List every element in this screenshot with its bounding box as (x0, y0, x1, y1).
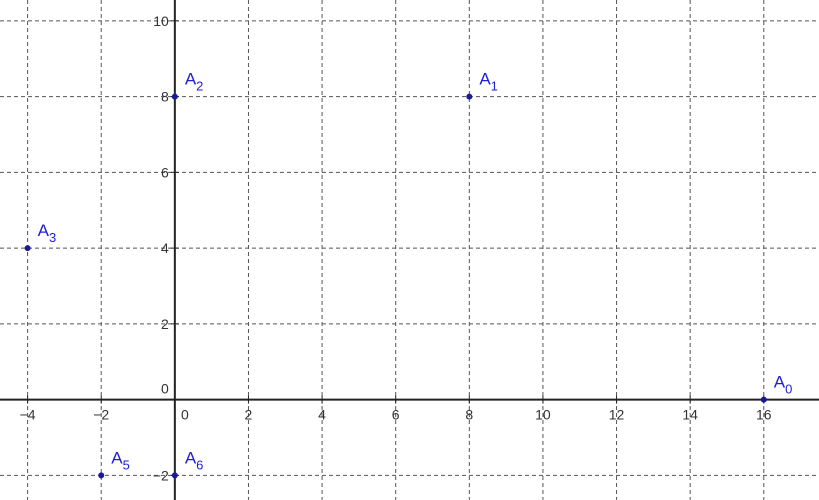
y-tick-label: 8 (161, 89, 169, 105)
x-tick-label: 2 (245, 407, 253, 423)
point-label: A2 (185, 70, 204, 94)
points: A0 A1 A2 A3 A5 A6 (24, 70, 793, 479)
tick-labels: −4 −2 0 2 4 6 8 10 12 14 16 −2 0 2 4 6 8 10 (20, 13, 772, 484)
y-tick-label: 10 (153, 13, 169, 29)
point-marker (24, 245, 31, 252)
x-tick-label: 4 (318, 407, 326, 423)
point-label: A0 (774, 373, 793, 397)
x-tick-label: 10 (535, 407, 551, 423)
y-tick-label: 4 (161, 240, 169, 256)
x-tick-label: −4 (20, 407, 36, 423)
point-label: A6 (185, 448, 204, 472)
x-tick-label: 6 (392, 407, 400, 423)
point-label: A5 (111, 448, 130, 472)
point-label: A1 (479, 70, 498, 94)
x-tick-label: 14 (682, 407, 698, 423)
point-marker (466, 93, 473, 100)
point-label: A3 (38, 221, 57, 245)
x-tick-label: 0 (181, 407, 189, 423)
x-tick-label: 16 (756, 407, 772, 423)
y-tick-label: 6 (161, 164, 169, 180)
point-marker (760, 396, 767, 403)
x-tick-label: 12 (609, 407, 625, 423)
x-tick-label: −2 (93, 407, 109, 423)
point-marker (98, 472, 105, 479)
y-tick-label: 2 (161, 316, 169, 332)
y-tick-label: −2 (153, 467, 169, 483)
y-tick-label: 0 (161, 381, 169, 397)
point-marker (171, 93, 178, 100)
point-marker (171, 472, 178, 479)
x-tick-label: 8 (465, 407, 473, 423)
